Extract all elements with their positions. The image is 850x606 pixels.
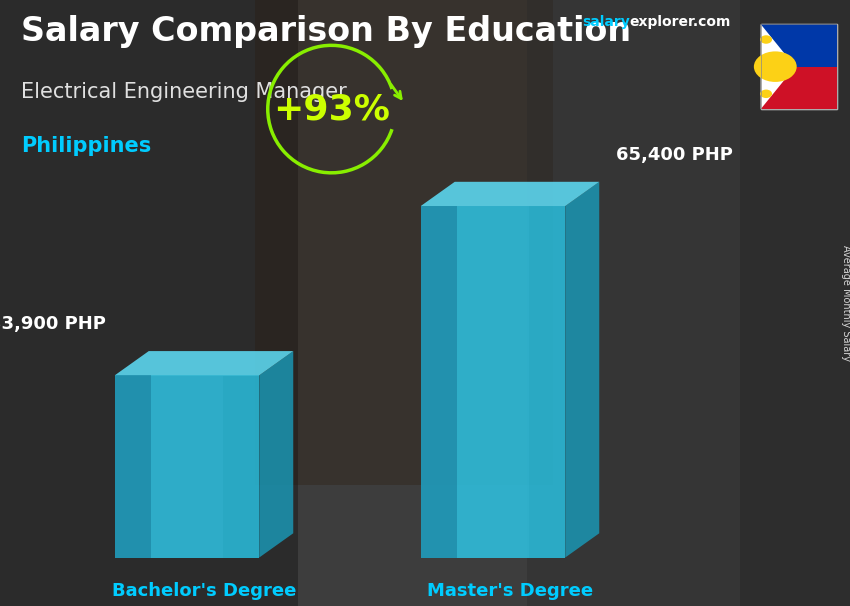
Bar bbox=[761, 24, 837, 109]
Bar bbox=[255, 0, 552, 485]
Polygon shape bbox=[761, 24, 795, 109]
Circle shape bbox=[760, 35, 772, 44]
Bar bbox=[527, 0, 740, 606]
Polygon shape bbox=[421, 182, 599, 206]
Circle shape bbox=[754, 52, 796, 82]
Polygon shape bbox=[115, 351, 293, 375]
Text: Average Monthly Salary: Average Monthly Salary bbox=[841, 245, 850, 361]
Polygon shape bbox=[115, 375, 259, 558]
Bar bbox=[761, 24, 837, 109]
Text: Philippines: Philippines bbox=[21, 136, 151, 156]
Polygon shape bbox=[565, 182, 599, 558]
Polygon shape bbox=[115, 375, 151, 558]
Text: Salary Comparison By Education: Salary Comparison By Education bbox=[21, 15, 632, 48]
Bar bbox=[740, 0, 850, 606]
Circle shape bbox=[784, 62, 796, 71]
Text: Electrical Engineering Manager: Electrical Engineering Manager bbox=[21, 82, 347, 102]
Bar bbox=[0, 0, 298, 606]
Text: Master's Degree: Master's Degree bbox=[427, 582, 593, 600]
Bar bbox=[761, 24, 837, 67]
Polygon shape bbox=[457, 206, 529, 558]
Text: +93%: +93% bbox=[273, 92, 390, 126]
Polygon shape bbox=[259, 351, 293, 558]
Text: salary: salary bbox=[582, 15, 630, 29]
Text: Bachelor's Degree: Bachelor's Degree bbox=[112, 582, 296, 600]
Text: 33,900 PHP: 33,900 PHP bbox=[0, 315, 106, 333]
Polygon shape bbox=[421, 206, 457, 558]
Text: 65,400 PHP: 65,400 PHP bbox=[616, 145, 733, 164]
Bar bbox=[761, 67, 837, 109]
Text: explorer.com: explorer.com bbox=[629, 15, 730, 29]
Polygon shape bbox=[151, 375, 223, 558]
Polygon shape bbox=[421, 206, 565, 558]
Circle shape bbox=[760, 90, 772, 98]
